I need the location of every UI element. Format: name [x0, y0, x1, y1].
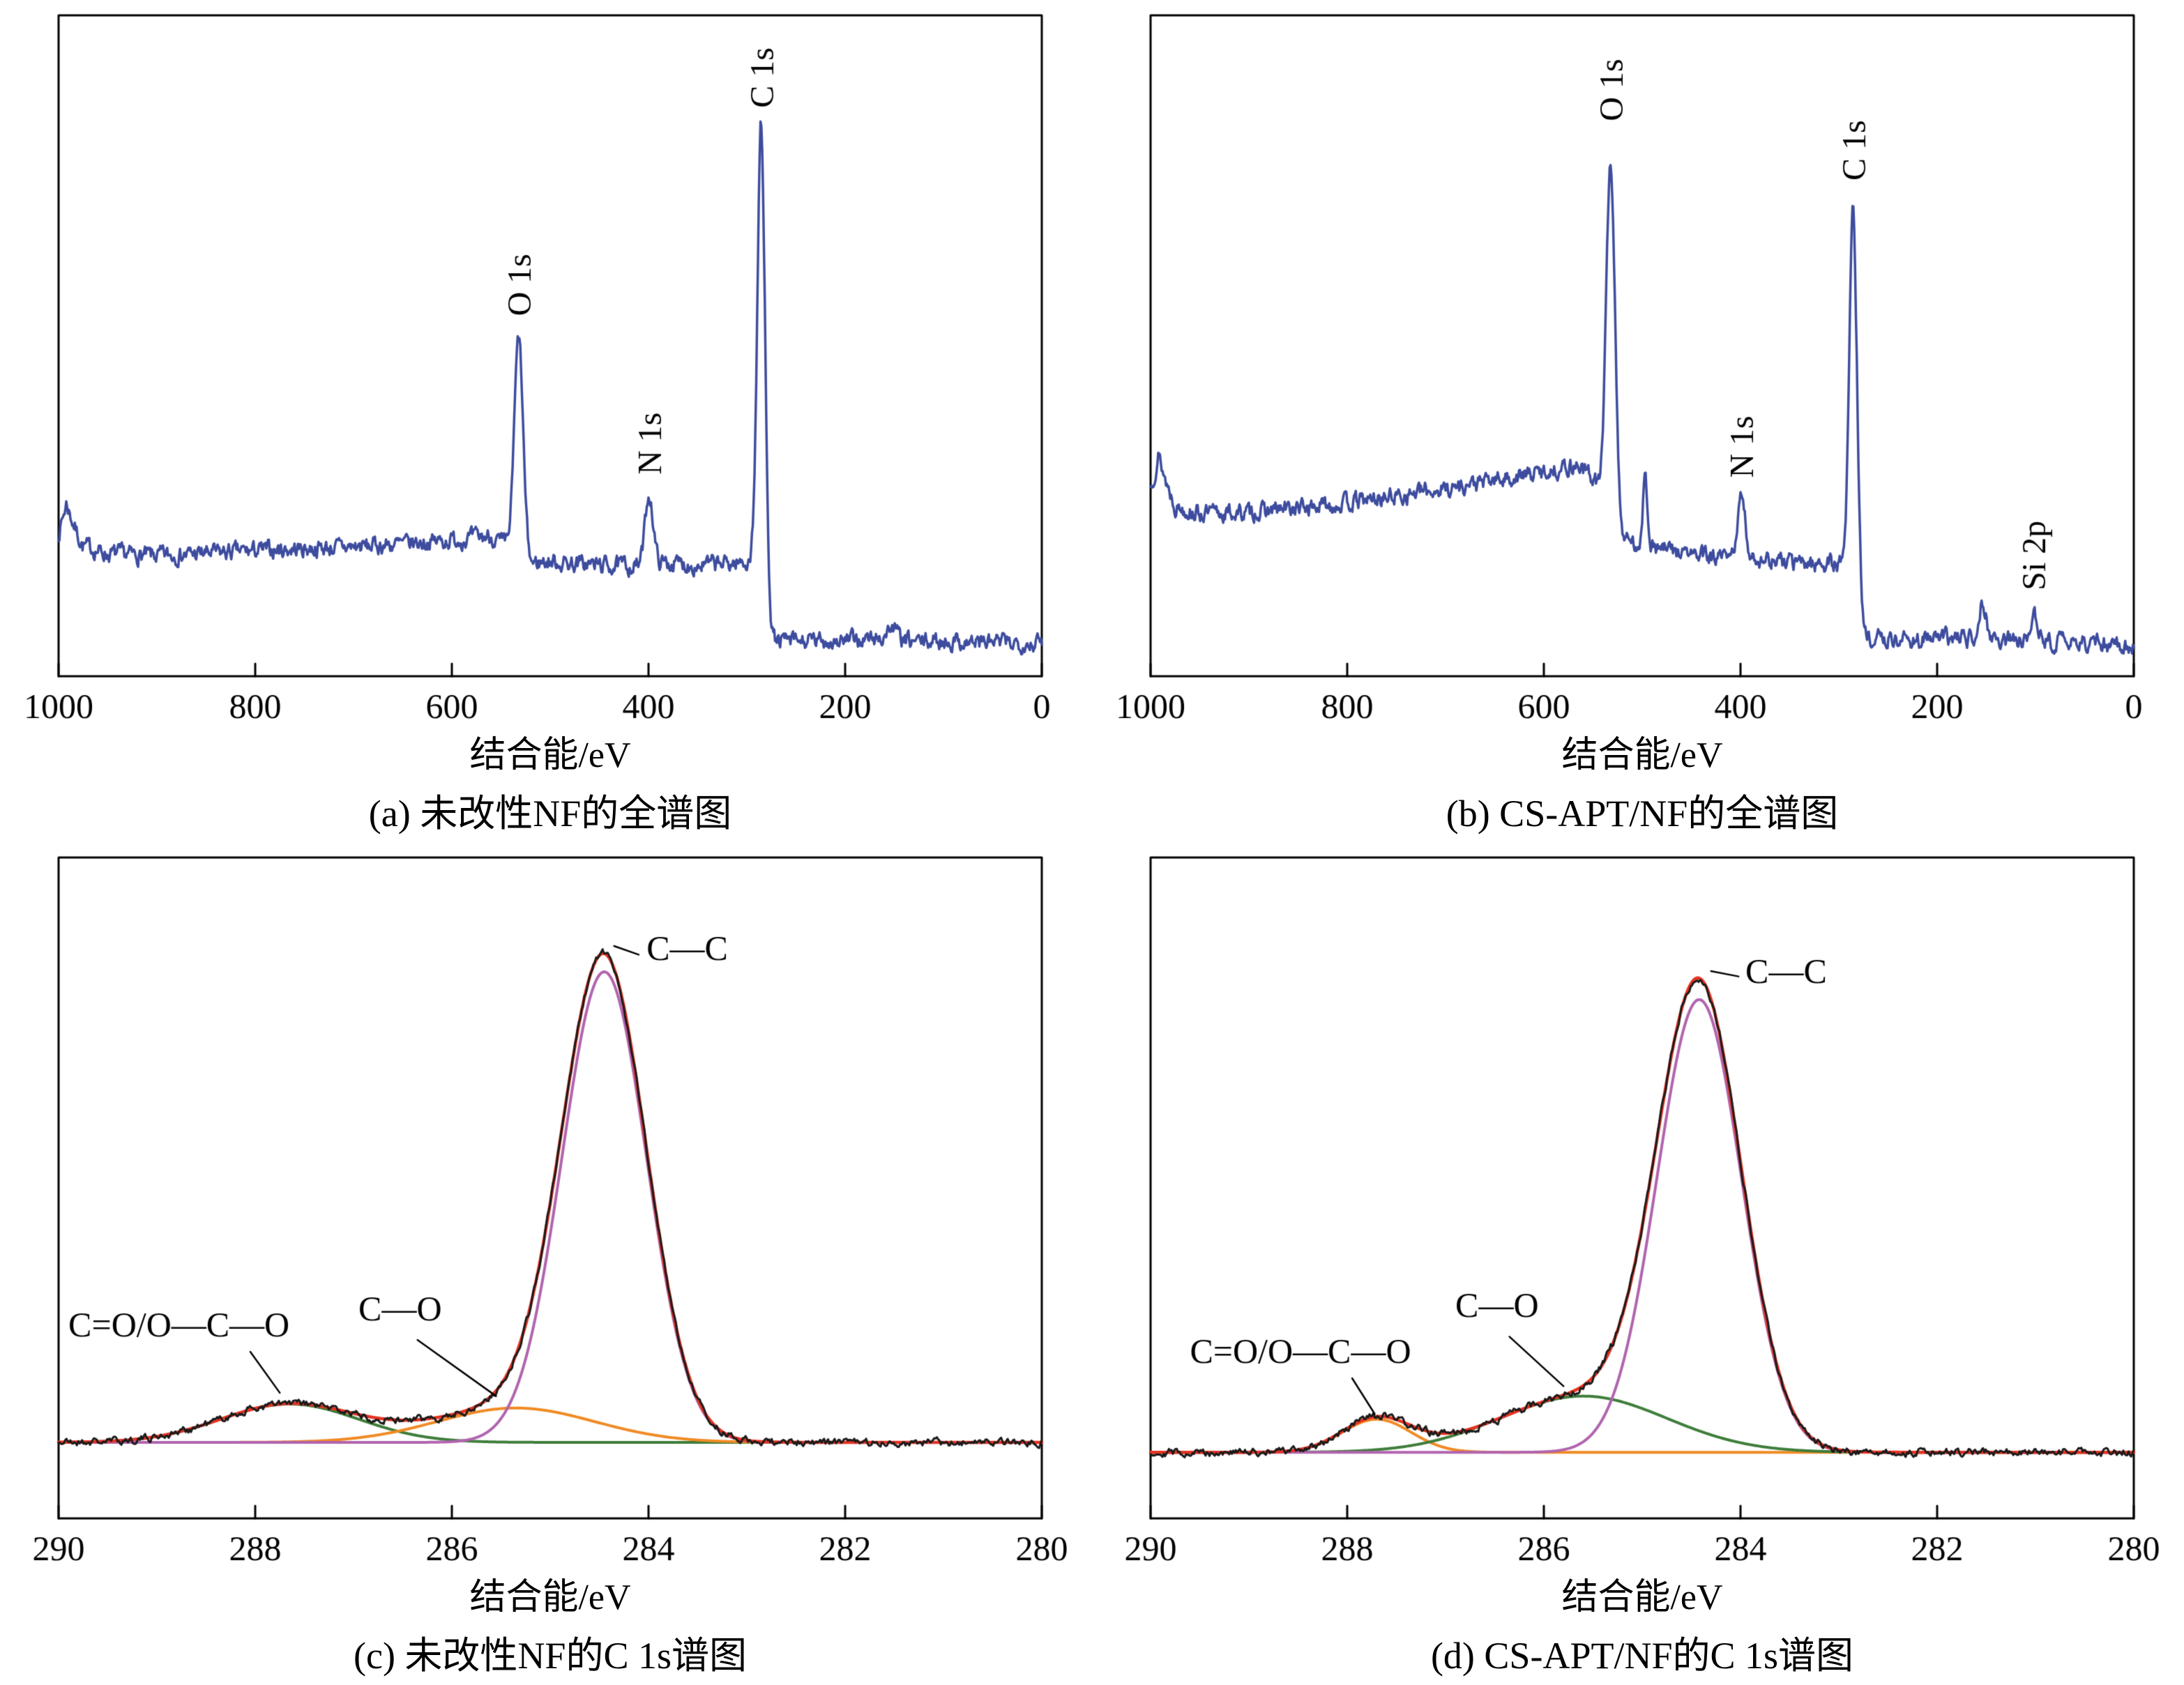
panel-a-plot	[0, 0, 1092, 842]
panel-c-caption: (c) 未改性NF的C 1s谱图	[354, 1635, 747, 1677]
panel-a-caption: (a) 未改性NF的全谱图	[368, 793, 732, 834]
panel-a: 结合能/eV (a) 未改性NF的全谱图	[0, 0, 1092, 842]
panel-a-xaxis-label: 结合能/eV	[469, 735, 631, 775]
panel-c-xaxis-label: 结合能/eV	[469, 1578, 631, 1617]
panel-b-xaxis-label: 结合能/eV	[1561, 735, 1723, 775]
panel-b-caption: (b) CS-APT/NF的全谱图	[1446, 793, 1839, 834]
panel-d: 结合能/eV (d) CS-APT/NF的C 1s谱图	[1092, 842, 2184, 1684]
panel-c: 结合能/eV (c) 未改性NF的C 1s谱图	[0, 842, 1092, 1684]
panel-c-plot	[0, 842, 1092, 1684]
panel-d-plot	[1092, 842, 2184, 1684]
panel-b-plot	[1092, 0, 2184, 842]
panel-d-xaxis-label: 结合能/eV	[1561, 1578, 1723, 1617]
panel-d-caption: (d) CS-APT/NF的C 1s谱图	[1430, 1635, 1854, 1677]
panel-b: 结合能/eV (b) CS-APT/NF的全谱图	[1092, 0, 2184, 842]
